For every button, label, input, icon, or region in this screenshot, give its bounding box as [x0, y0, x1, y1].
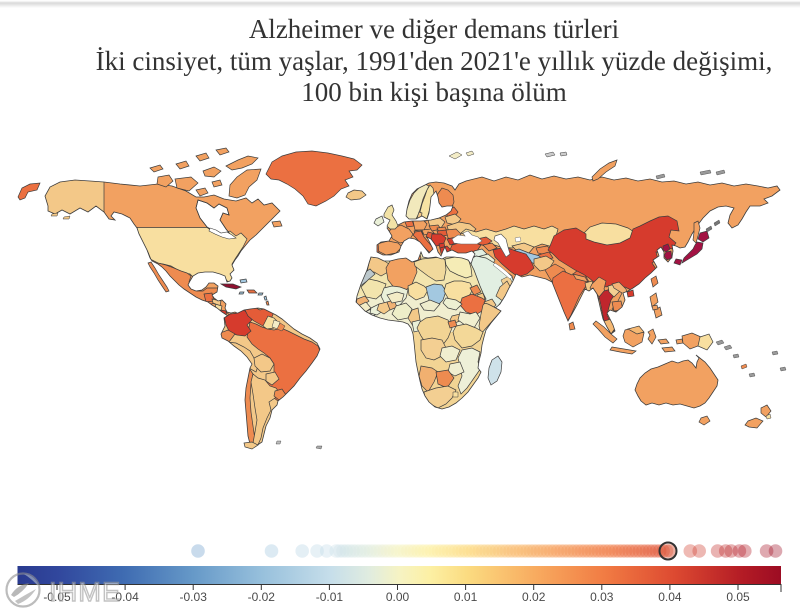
svg-text:-0.03: -0.03 [180, 590, 208, 604]
svg-text:IHME: IHME [49, 577, 121, 607]
svg-text:-0.04: -0.04 [111, 590, 139, 604]
svg-text:0.02: 0.02 [522, 590, 546, 604]
svg-text:-0.01: -0.01 [316, 590, 344, 604]
svg-text:-0.02: -0.02 [248, 590, 276, 604]
svg-text:0.01: 0.01 [454, 590, 478, 604]
svg-text:0.05: 0.05 [726, 590, 750, 604]
svg-text:-0.05: -0.05 [43, 590, 71, 604]
svg-text:0.00: 0.00 [386, 590, 410, 604]
svg-text:0.03: 0.03 [590, 590, 614, 604]
svg-text:0.04: 0.04 [658, 590, 682, 604]
